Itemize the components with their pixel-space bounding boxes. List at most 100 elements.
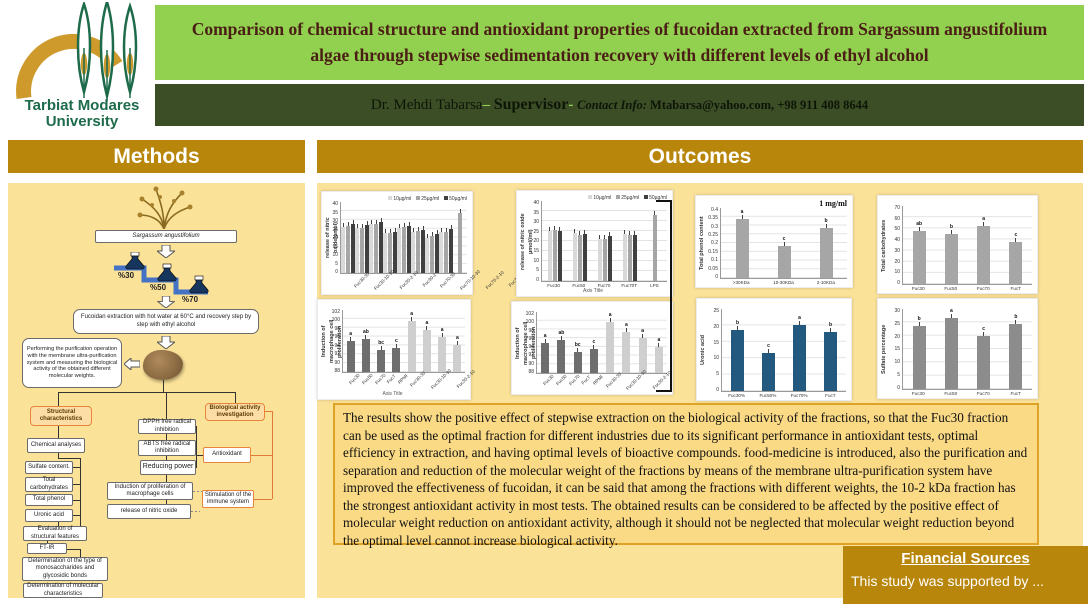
y-axis-label: release of nitric oxide µmol(/ml): [520, 213, 534, 270]
bar: [430, 202, 434, 273]
bar: b: [1009, 309, 1023, 389]
bar: bc: [573, 312, 582, 373]
bar-group: a: [968, 206, 1000, 284]
flow-box-reducing-power: Reducing power: [140, 460, 196, 475]
bar-group: [542, 201, 567, 281]
bar: [582, 201, 587, 281]
legend-item: 10µg/ml: [588, 194, 611, 201]
university-name: Tarbiat Modares University: [24, 97, 140, 130]
poster-title: Comparison of chemical structure and ant…: [191, 19, 1048, 65]
x-tick-label: Fuc70: [976, 285, 990, 291]
university-logo-icon: [16, 0, 138, 102]
y-axis-ticks: 102 100 98 96 94 92 90 88: [525, 311, 534, 375]
bar: [557, 201, 562, 281]
x-tick-label: Fuc30: [547, 282, 560, 288]
bar: a: [944, 309, 958, 389]
bar-group: a: [651, 312, 667, 373]
bar-group: bc: [374, 310, 389, 372]
bar-group: a: [450, 310, 465, 372]
y-axis-ticks: 102 100 98 96 94 92 90 88: [331, 309, 340, 374]
y-axis-label: Uronic acid: [700, 335, 706, 366]
flow-box-molecular: Determination of molecular characteristi…: [23, 583, 103, 598]
bar: c: [762, 309, 775, 391]
bar: ab: [912, 206, 926, 284]
bar-group: c: [1000, 206, 1032, 284]
x-tick-label: Fuc70: [976, 390, 990, 396]
bar: [393, 202, 397, 273]
financial-sources-box: Financial Sources This study was support…: [843, 546, 1088, 604]
bar: a: [407, 310, 416, 372]
bar-group: a: [935, 309, 967, 389]
bar-group: a: [602, 312, 618, 373]
bar: [458, 202, 462, 273]
x-tick-label: Fuc50%: [759, 392, 777, 398]
financial-sources-title: Financial Sources: [901, 550, 1030, 567]
bar-group: ab: [553, 312, 569, 373]
bar-group: b: [935, 206, 967, 284]
bar: a: [606, 312, 615, 373]
bar-group: c: [389, 310, 404, 372]
x-axis: Fuc30 Fuc50 Fuc70 FucT RPMI Fuc30-30 Fuc30-10-…: [320, 368, 475, 391]
bar: a: [453, 310, 462, 372]
bar: c: [777, 208, 791, 278]
outcomes-header: Outcomes: [317, 140, 1083, 173]
bar-group: [453, 202, 467, 273]
legend-item: 50µg/ml: [444, 195, 467, 202]
chart-top: 1 mg/ml: [698, 199, 847, 208]
plot-area: a ab bc c a a a a: [536, 312, 667, 374]
plot-area: ab b a c: [902, 206, 1032, 285]
x-axis: Fuc30 Fuc50 Fuc70 FucT: [880, 285, 1032, 291]
bar: [369, 202, 373, 273]
chart-top: 10µg/ml 25µg/ml 50µg/ml: [519, 194, 667, 201]
bar: bc: [377, 310, 386, 372]
flow-box-nitric-oxide: release of nitric oxide: [107, 504, 191, 519]
bar: [421, 202, 425, 273]
bar: [425, 202, 429, 273]
y-axis-ticks: 0.4 0.35 0.3 0.25 0.2 0.15 0.1 0.05 0: [708, 207, 718, 280]
bar: [597, 201, 602, 281]
bar: [607, 201, 612, 281]
x-tick-label: >30KDa: [732, 279, 750, 285]
bar: [341, 202, 345, 273]
bar: a: [622, 312, 631, 373]
flow-box-antioxidant: Antioxidant: [203, 447, 251, 463]
flask-label-30: %30: [118, 271, 135, 280]
bar: b: [824, 309, 837, 391]
bar-group: b: [722, 309, 753, 391]
x-tick-label: Fuc70%: [790, 392, 808, 398]
chart-nitric-oxide-main: 10µg/ml 25µg/ml 50µg/ml release of nitric o…: [516, 190, 673, 297]
y-axis-ticks: 25 20 15 10 5 0: [713, 308, 719, 393]
x-tick-label: FucT: [1010, 285, 1021, 291]
x-axis-title: Axis Title: [382, 391, 403, 397]
bar: [547, 201, 552, 281]
x-axis: >30KDa 10-30KDa 2-10KDa: [698, 279, 847, 285]
legend-item: 25µg/ml: [616, 194, 639, 201]
chart-body: release of nitric oxide(µmol) 40 35 30 25 20 1…: [324, 202, 467, 275]
bar: ab: [557, 312, 566, 373]
chart-top: [514, 305, 667, 312]
chart-macrophage-1: Induction of macrophage cell proliferati…: [317, 299, 476, 400]
x-tick-label: 10-30KDa: [773, 279, 794, 285]
left-arrow-icon: [124, 358, 140, 370]
x-axis: Fuc30% Fuc50% Fuc70% FucT: [699, 392, 846, 398]
x-tick-label: FucT: [825, 392, 836, 398]
chart-body: Induction of macrophage cell proliferati…: [514, 312, 667, 374]
chart-nitric-oxide-fractions: 10µg/ml 25µg/ml 50µg/ml release of nitric o…: [321, 191, 533, 295]
flow-box-chemical-analyses: Chemical analyses: [27, 438, 85, 453]
supervisor-role: Supervisor: [493, 96, 569, 113]
chart-total-phenol: 1 mg/ml Total phenol content 0.4 0.35 0.3 0.2…: [695, 195, 853, 288]
chart-top: [699, 302, 846, 309]
bar: b: [912, 309, 926, 389]
chart-top: [320, 303, 465, 310]
flow-box-abts: ABTS free radical inhibition: [138, 440, 196, 456]
y-axis-ticks: 30 25 20 15 10 5 0: [894, 308, 900, 391]
x-axis: Fuc30 Fuc50 Fuc70 FucT RPMI Fuc30-30 Fuc30-10-…: [514, 369, 671, 392]
plot-area: [340, 202, 467, 274]
bar: a: [346, 310, 355, 372]
plot-area: [541, 201, 667, 282]
x-tick-label: Fuc70T: [621, 282, 637, 288]
bar: [444, 202, 448, 273]
flow-box-carbohydrates: Total carbohydrates: [25, 477, 73, 492]
x-tick-label: FucT: [1010, 390, 1021, 396]
